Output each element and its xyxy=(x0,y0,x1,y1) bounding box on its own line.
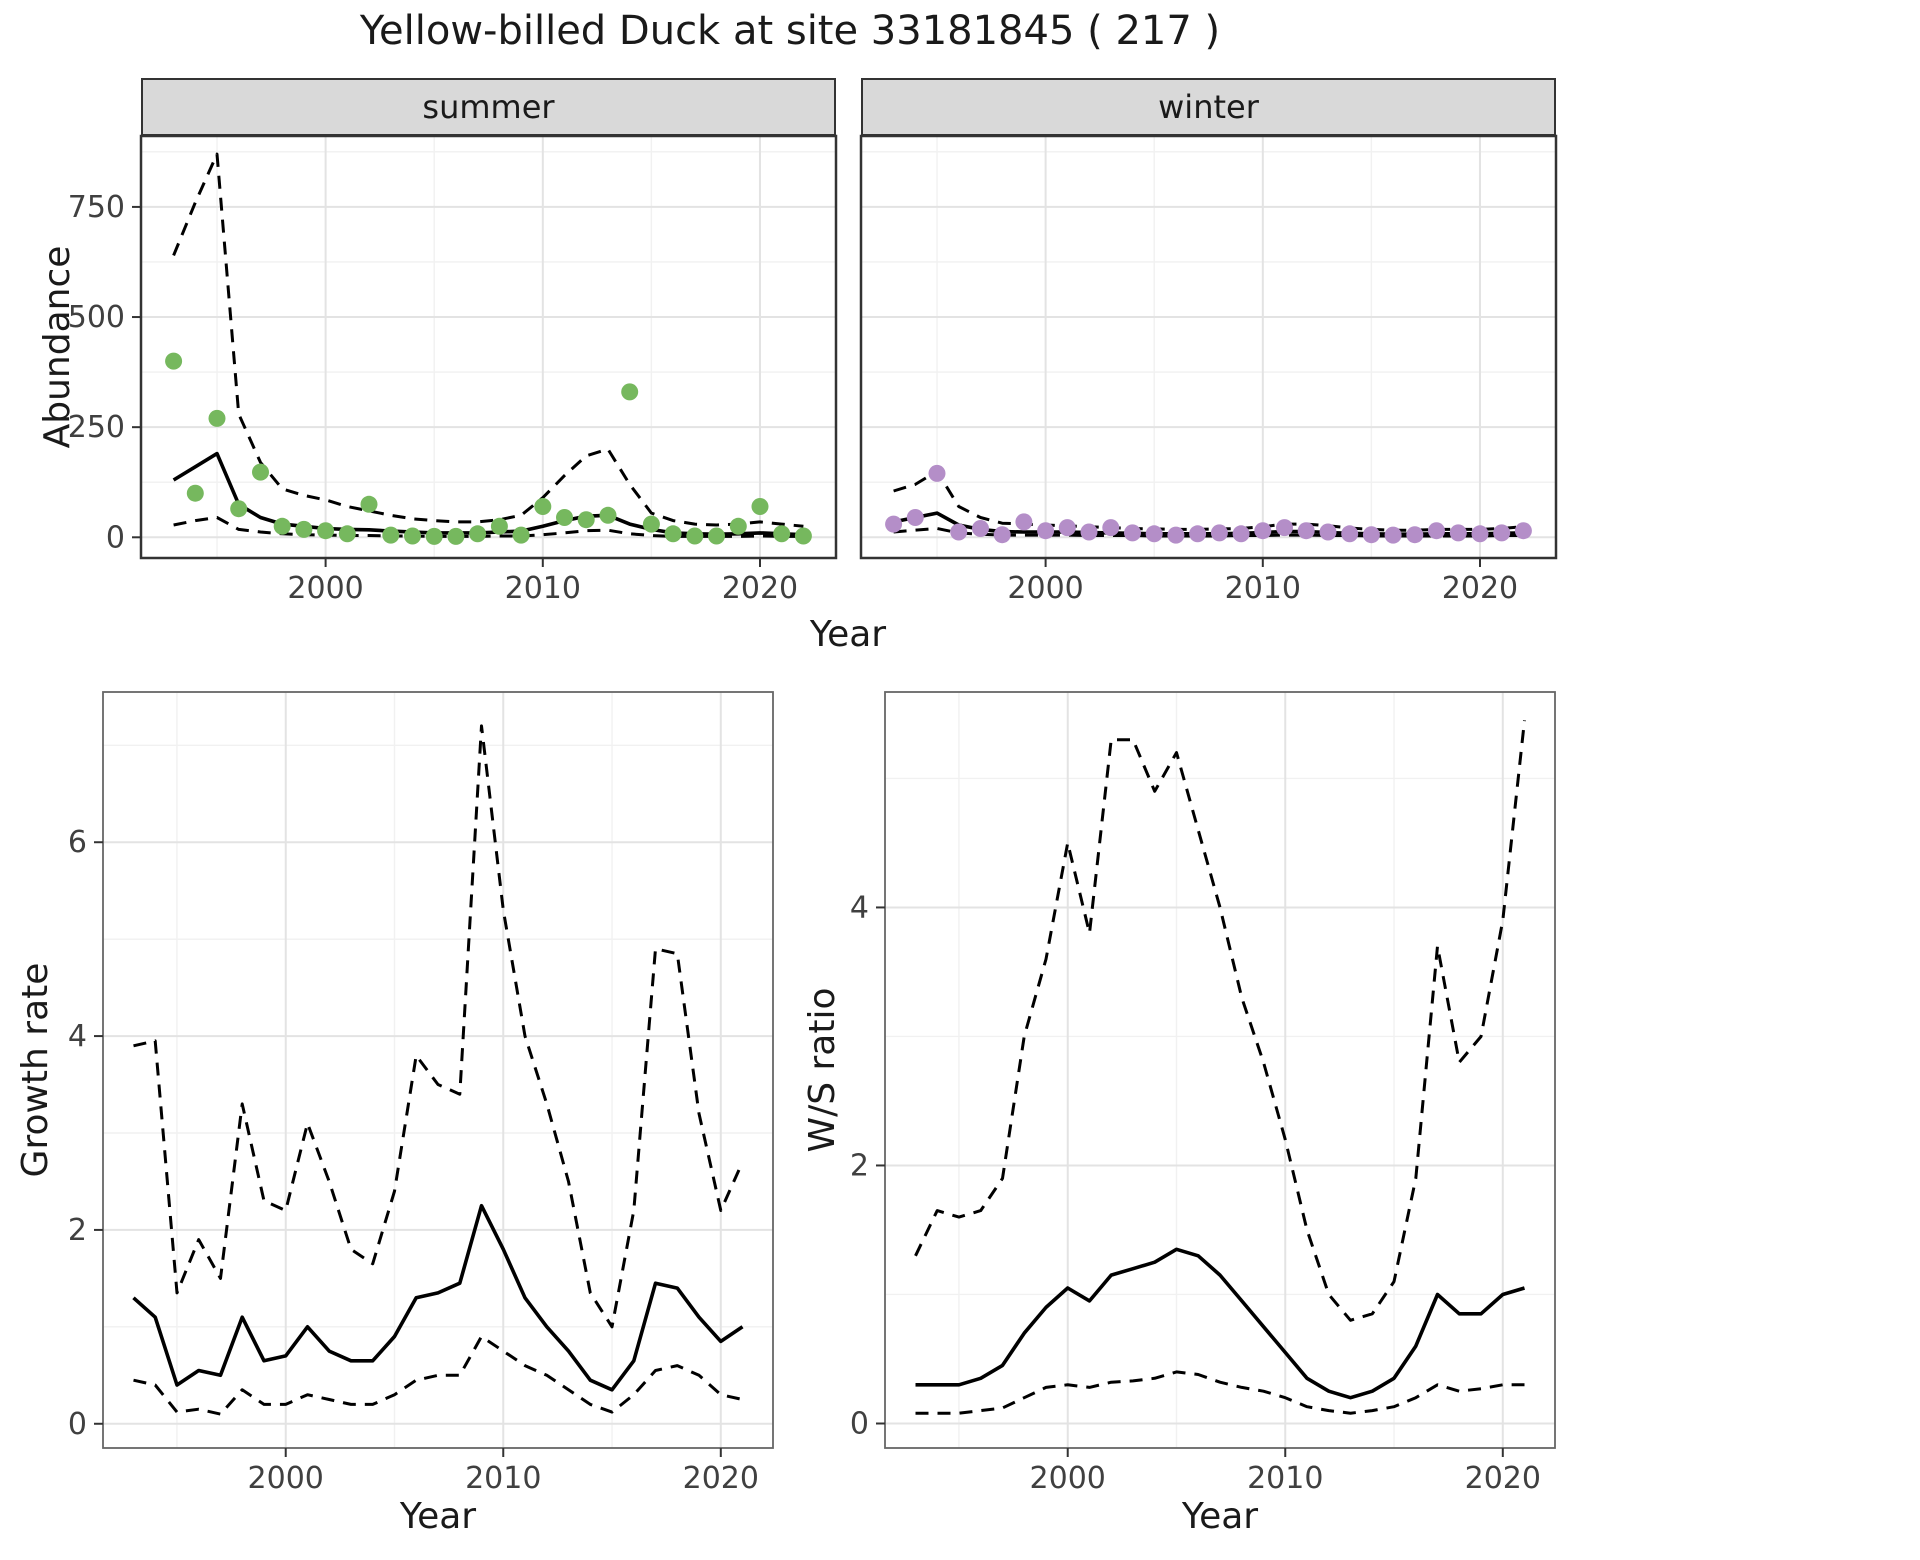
facet-strip-label: winter xyxy=(1158,88,1259,126)
svg-text:2010: 2010 xyxy=(465,1461,541,1496)
svg-text:2010: 2010 xyxy=(1247,1461,1323,1496)
svg-text:250: 250 xyxy=(68,410,125,445)
abundance-axis-title: Abundance xyxy=(36,245,78,449)
facet-strip-summer: summer xyxy=(141,78,836,136)
svg-text:2000: 2000 xyxy=(248,1461,324,1496)
svg-text:2010: 2010 xyxy=(1225,571,1301,606)
growth-rate-axis-title: Growth rate xyxy=(14,962,56,1178)
bottom-left-year-axis-title: Year xyxy=(399,1496,477,1537)
bottom-right-year-axis-title: Year xyxy=(1181,1496,1259,1537)
svg-text:6: 6 xyxy=(68,825,87,860)
svg-text:2000: 2000 xyxy=(287,571,363,606)
figure-title: Yellow-billed Duck at site 33181845 ( 21… xyxy=(359,8,1221,54)
svg-text:4: 4 xyxy=(850,890,869,925)
svg-text:2000: 2000 xyxy=(1007,571,1083,606)
svg-text:2: 2 xyxy=(850,1148,869,1183)
svg-text:2010: 2010 xyxy=(505,571,581,606)
svg-text:0: 0 xyxy=(850,1406,869,1441)
svg-text:0: 0 xyxy=(68,1407,87,1442)
svg-text:0: 0 xyxy=(106,520,125,555)
svg-text:2020: 2020 xyxy=(1465,1461,1541,1496)
facet-strip-winter: winter xyxy=(861,78,1556,136)
svg-text:2000: 2000 xyxy=(1030,1461,1106,1496)
svg-text:750: 750 xyxy=(68,190,125,225)
facet-strip-label: summer xyxy=(422,88,555,126)
svg-text:2020: 2020 xyxy=(683,1461,759,1496)
top-year-axis-title: Year xyxy=(809,614,887,655)
svg-text:2: 2 xyxy=(68,1213,87,1248)
svg-text:500: 500 xyxy=(68,300,125,335)
svg-text:2020: 2020 xyxy=(1442,571,1518,606)
svg-text:2020: 2020 xyxy=(722,571,798,606)
ws-ratio-axis-title: W/S ratio xyxy=(801,987,843,1153)
svg-text:4: 4 xyxy=(68,1019,87,1054)
